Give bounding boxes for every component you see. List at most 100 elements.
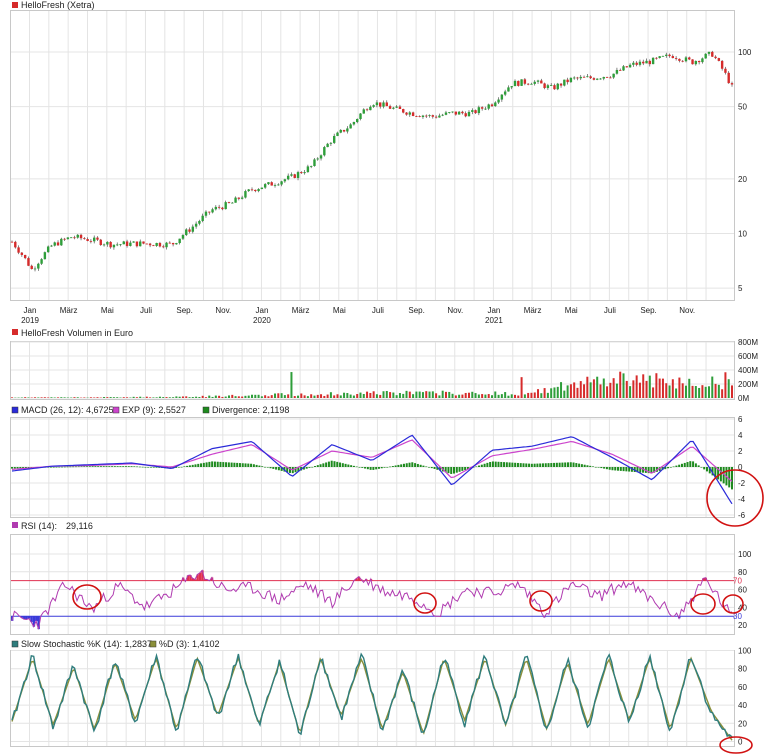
rsi-value: 29,116: [66, 521, 93, 531]
stoch-legend-label-0: Slow Stochastic %K (14): 1,2837: [21, 639, 152, 649]
candle-body: [438, 115, 441, 118]
candle-body: [33, 268, 37, 270]
divergence-bar: [605, 467, 608, 470]
x-tick-month: März: [60, 306, 78, 315]
divergence-bar: [158, 467, 161, 468]
divergence-bar: [447, 467, 450, 474]
candle-body: [336, 132, 339, 136]
candle-body: [625, 66, 628, 68]
candle-body: [720, 60, 724, 69]
volume-bar: [484, 394, 487, 398]
divergence-bar: [255, 464, 258, 467]
candle-body: [497, 99, 500, 103]
volume-bar: [507, 395, 510, 398]
y-tick-label: 0: [738, 737, 743, 746]
x-tick-year: 2021: [485, 316, 503, 325]
candle-body: [457, 111, 461, 115]
divergence-bar: [197, 463, 200, 467]
candle-body: [83, 238, 86, 240]
candle-body: [319, 155, 323, 159]
stoch-legend-swatch-1: [149, 640, 157, 648]
candle-body: [579, 76, 582, 79]
candle-body: [247, 189, 250, 192]
candle-body: [352, 122, 356, 125]
divergence-bar: [347, 464, 350, 467]
candle-body: [392, 107, 395, 109]
macd-legend-label-1: EXP (9): 2,5527: [122, 405, 186, 415]
volume-bar: [267, 396, 270, 398]
divergence-bar: [603, 467, 606, 469]
divergence-bar: [183, 466, 186, 467]
divergence-bar: [455, 467, 458, 473]
divergence-bar: [238, 463, 241, 467]
volume-bar: [234, 396, 237, 398]
candle-body: [237, 197, 241, 199]
volume-bar: [293, 396, 296, 398]
divergence-bar: [225, 462, 228, 467]
divergence-bar: [411, 462, 414, 467]
candle-body: [234, 197, 237, 203]
volume-bar: [435, 393, 438, 398]
candle-body: [175, 243, 178, 245]
candle-body: [589, 76, 592, 79]
candle-body: [559, 83, 563, 86]
divergence-bar: [155, 467, 158, 468]
x-tick-month: Sep.: [640, 306, 656, 315]
x-axis-ticks: Jan März Mai Juli Sep. Nov. Jan März Mai Juli Sep.…: [21, 306, 695, 325]
candle-body: [17, 247, 20, 253]
divergence-bar: [80, 466, 83, 468]
volume-bar: [181, 396, 184, 398]
candle-body: [408, 112, 412, 115]
divergence-bar: [714, 467, 717, 478]
candle-body: [651, 57, 655, 65]
volume-bar: [132, 396, 135, 398]
divergence-bar: [219, 461, 222, 467]
volume-bar: [441, 390, 444, 398]
divergence-bar: [569, 462, 572, 467]
divergence-bar: [547, 463, 550, 467]
candle-body: [112, 244, 116, 248]
divergence-bar: [464, 467, 467, 470]
stoch-d-line: [11, 655, 733, 741]
divergence-bar: [530, 463, 533, 467]
candle-body: [23, 254, 27, 259]
volume-bar: [103, 396, 106, 398]
candle-body: [290, 174, 293, 176]
divergence-bar: [222, 462, 225, 467]
volume-bar: [251, 394, 253, 398]
volume-bar: [122, 397, 125, 398]
divergence-bar: [116, 466, 119, 467]
candle-body: [96, 237, 99, 240]
candle-body: [342, 129, 346, 132]
divergence-bar: [111, 466, 114, 467]
volume-bar: [431, 391, 434, 398]
candle-body: [388, 106, 392, 109]
volume-bar: [231, 394, 234, 398]
rsi-70-label: 70: [733, 577, 742, 586]
divergence-bar: [211, 461, 214, 467]
divergence-bar: [444, 467, 447, 473]
candle-body: [316, 158, 319, 160]
volume-bar: [204, 397, 207, 398]
candle-body: [671, 56, 675, 59]
candle-body: [395, 106, 398, 108]
volume-legend: HelloFresh Volumen in Euro: [12, 328, 133, 338]
divergence-bar: [408, 462, 411, 467]
divergence-bar: [453, 467, 456, 474]
y-tick-label: 0: [738, 463, 743, 472]
volume-bar: [596, 376, 599, 398]
candle-body: [415, 115, 418, 117]
red-circle-annotation: [413, 592, 437, 614]
candle-body: [14, 241, 17, 248]
candle-body: [244, 191, 247, 198]
candle-body: [60, 238, 63, 246]
volume-bar: [185, 396, 188, 398]
volume-bar: [444, 391, 447, 398]
divergence-bar: [728, 467, 731, 488]
volume-bar: [655, 373, 658, 398]
y-tick-label: 100: [738, 647, 752, 656]
divergence-bar: [213, 461, 216, 467]
divergence-bar: [263, 466, 266, 468]
volume-bar: [566, 385, 569, 398]
volume-bar: [717, 384, 720, 398]
